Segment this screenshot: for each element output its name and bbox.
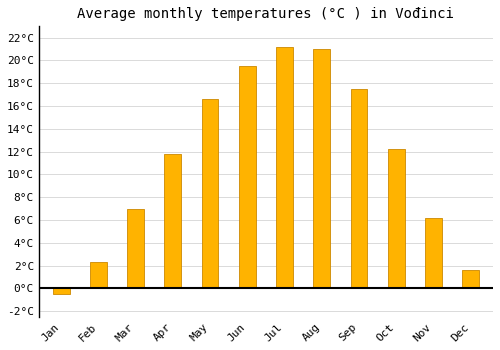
Bar <box>127 209 144 288</box>
Bar <box>425 218 442 288</box>
Bar <box>350 89 368 288</box>
Bar <box>164 154 181 288</box>
Bar <box>462 270 479 288</box>
Bar <box>239 66 256 288</box>
Bar <box>314 49 330 288</box>
Bar <box>53 288 70 294</box>
Bar <box>388 149 404 288</box>
Bar <box>276 47 293 288</box>
Bar <box>90 262 107 288</box>
Title: Average monthly temperatures (°C ) in Vođinci: Average monthly temperatures (°C ) in Vo… <box>78 7 454 21</box>
Bar <box>202 99 218 288</box>
